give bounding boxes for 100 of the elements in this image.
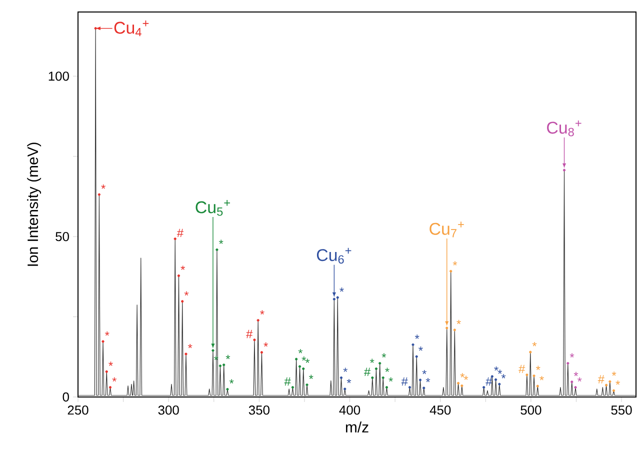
point [529,350,532,354]
data-label: # [401,377,408,386]
point [184,352,188,356]
data-label: * [426,378,430,382]
data-label: # [284,377,291,386]
data-label: * [264,342,268,347]
x-tick-label: 450 [430,406,451,415]
data-label: * [540,376,544,380]
point [174,238,176,240]
point [256,319,260,322]
point [446,326,448,330]
data-label: * [536,366,540,370]
point [102,340,104,343]
point [453,328,456,332]
data-label: * [305,358,310,363]
data-label: * [104,331,110,336]
data-label: * [229,379,234,384]
data-label: # [176,228,184,238]
data-label: * [112,377,117,382]
point [177,274,180,278]
point [415,355,418,358]
point [612,389,616,392]
point [536,384,539,388]
data-label: * [302,356,306,361]
x-tick-label: 300 [158,406,179,415]
data-label: * [532,342,537,346]
point [291,386,294,389]
text: Cu$_{5}$+ [196,200,230,216]
point [422,386,426,390]
point [98,193,100,196]
point [94,27,97,30]
data-label: * [501,374,506,378]
x-tick-label: 500 [520,406,542,415]
data-label: * [418,346,423,351]
data-label: * [218,240,224,244]
data-label: * [308,374,314,379]
point [574,386,577,389]
point [498,382,501,386]
data-label: * [464,376,468,380]
point [302,367,305,370]
point [218,364,222,368]
data-label: * [385,368,390,372]
point [482,386,486,389]
data-label: * [577,377,582,382]
point [562,168,566,172]
data-label: * [382,353,386,358]
x-tick-label: 400 [339,406,360,415]
point [385,386,388,389]
point [408,386,412,389]
data-label: * [101,184,106,189]
point [412,343,414,346]
data-label: * [108,362,113,366]
point [340,376,343,380]
text: Cu$_{6}$+ [316,248,352,264]
data-label: * [456,320,461,324]
point [336,296,339,299]
y-axis-title: Ion Intensity (meV) [27,142,42,266]
point [460,384,464,388]
x-axis-title: m/z [346,422,368,432]
data-label: * [346,378,352,384]
data-label: # [518,364,526,374]
point [212,349,214,352]
data-label: * [494,366,498,371]
data-label: * [388,377,393,382]
point [532,374,536,378]
y-tick-label: 100 [48,72,69,81]
point [295,358,298,360]
data-label: * [422,370,426,374]
data-label: * [370,358,374,363]
point [374,367,378,370]
y-tick-label: 50 [56,232,69,242]
data-label: * [340,288,344,292]
data-label: * [298,349,303,354]
data-label: * [180,266,185,270]
data-label: * [616,380,620,385]
data-label: # [364,368,371,376]
x-tick-label: 250 [68,406,88,415]
data-label: * [184,291,189,296]
point [108,386,112,389]
data-label: # [246,330,253,338]
point [526,374,528,376]
data-label: * [612,372,616,376]
point [306,384,308,386]
data-label: * [414,334,420,339]
data-label: * [460,373,465,378]
y-tick-label: 0 [62,392,69,402]
point [382,376,384,380]
data-label: * [498,370,502,374]
text: Cu$_{8}$+ [547,120,582,136]
point [226,388,229,391]
point [253,338,256,342]
data-label: * [343,368,348,372]
point [456,382,460,384]
point [608,380,612,383]
data-label: * [570,353,574,358]
data-label: * [226,354,230,360]
data-label: * [188,344,192,348]
point [181,300,184,303]
point [418,378,422,382]
x-tick-label: 350 [248,406,270,415]
